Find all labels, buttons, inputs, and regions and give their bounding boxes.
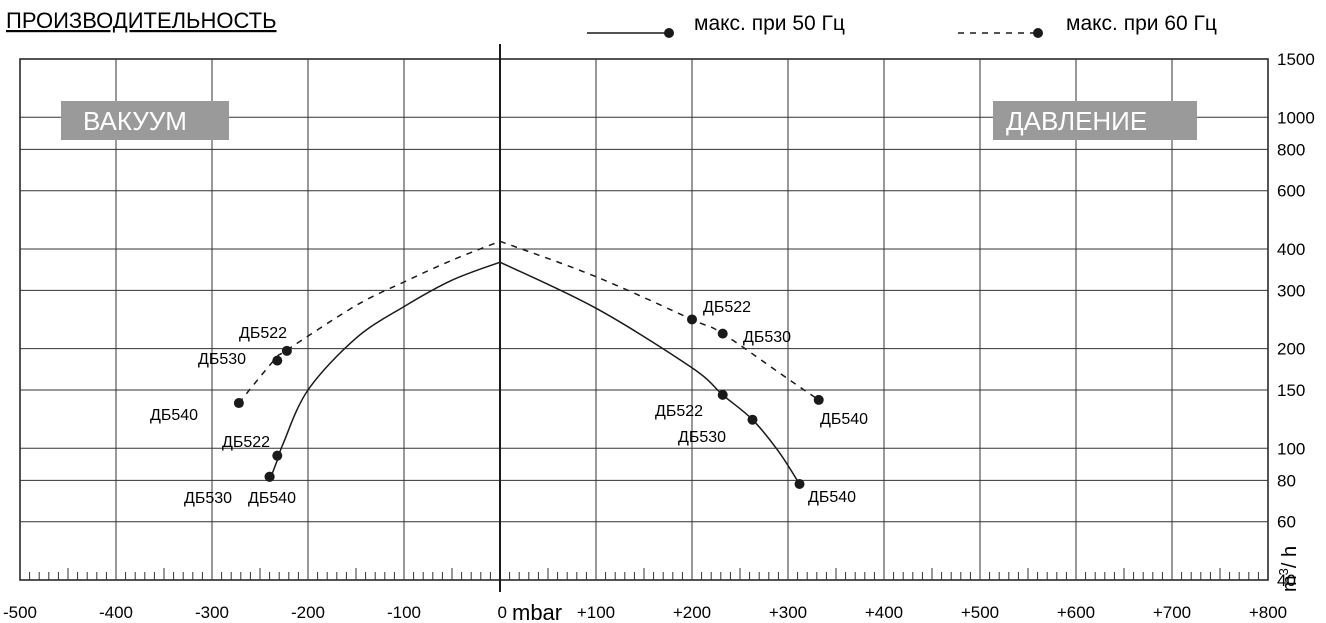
series-0-vacuum-curve [268, 261, 501, 481]
x-tick-label: +100 [577, 603, 615, 622]
x-axis-unit: mbar [512, 600, 562, 623]
data-points: ДБ522 ДБ530 ДБ540 ДБ522 ДБ530 ДБ540 ДБ522 ДБ530… [150, 299, 868, 507]
data-point [281, 345, 292, 356]
data-point-label: ДБ530 [198, 351, 246, 368]
legend: макс. при 50 Гц макс. при 60 Гц [587, 12, 1217, 38]
y-axis-unit-rest: / h [1279, 546, 1301, 568]
data-point-label: ДБ530 [743, 329, 791, 346]
x-tick-label: -300 [195, 603, 229, 622]
y-axis-unit-sup: 3 [1276, 568, 1291, 575]
region-label-pressure-text: ДАВЛЕНИЕ [1006, 106, 1147, 136]
data-point-label: ДБ530 [184, 490, 232, 507]
y-tick-label: 400 [1277, 240, 1305, 259]
x-tick-labels: -500 -400 -300 -200 -100 0 +100 +200 +300 +400 +50… [3, 603, 1287, 622]
y-tick-labels: 40 60 80 100 150 200 300 400 600 800 1000 1500 [1277, 50, 1315, 590]
y-tick-label: 1500 [1277, 50, 1315, 69]
data-point-label: ДБ540 [820, 411, 868, 428]
data-point [794, 478, 805, 489]
data-point [233, 398, 244, 409]
data-point [747, 414, 758, 425]
region-label-pressure-bg [993, 101, 1197, 140]
region-label-vacuum-text: ВАКУУМ [83, 106, 187, 136]
x-tick-label: -100 [387, 603, 421, 622]
data-point-label: ДБ522 [703, 299, 751, 316]
x-tick-label: +300 [769, 603, 807, 622]
data-point [272, 355, 283, 366]
region-label-pressure: ДАВЛЕНИЕ [993, 101, 1197, 140]
y-tick-label: 60 [1277, 513, 1296, 532]
y-axis-unit: m3/ h [1276, 546, 1301, 592]
legend-marker-50hz [664, 28, 674, 38]
y-tick-label: 600 [1277, 182, 1305, 201]
data-point-label: ДБ540 [808, 489, 856, 506]
data-point [717, 328, 728, 339]
y-tick-label: 100 [1277, 439, 1305, 458]
legend-marker-60hz [1033, 28, 1043, 38]
curves [238, 240, 820, 485]
y-tick-label: 80 [1277, 471, 1296, 490]
y-tick-label: 40 [1277, 571, 1296, 590]
series-0-pressure-curve [499, 261, 801, 485]
y-tick-label: 800 [1277, 140, 1305, 159]
x-tick-label: -200 [291, 603, 325, 622]
data-point [272, 450, 283, 461]
grid [19, 44, 1269, 592]
y-tick-label: 1000 [1277, 108, 1315, 127]
minor-ticks [29, 568, 1259, 580]
legend-label-50hz: макс. при 50 Гц [694, 12, 845, 35]
x-tick-label: -500 [3, 603, 37, 622]
data-point [813, 394, 824, 405]
x-tick-label: 0 [498, 603, 507, 622]
x-tick-label: +500 [961, 603, 999, 622]
x-tick-label: -400 [99, 603, 133, 622]
y-tick-label: 200 [1277, 340, 1305, 359]
data-point-label: ДБ530 [678, 429, 726, 446]
series-1-vacuum-curve [238, 240, 501, 404]
y-axis-unit-base: m [1279, 575, 1301, 592]
data-point [717, 389, 728, 400]
x-tick-label: +800 [1249, 603, 1287, 622]
data-point-label: ДБ540 [248, 490, 296, 507]
region-label-vacuum: ВАКУУМ [61, 101, 229, 140]
data-point-label: ДБ522 [655, 403, 703, 420]
x-tick-label: +600 [1057, 603, 1095, 622]
x-tick-label: +700 [1153, 603, 1191, 622]
legend-label-60hz: макс. при 60 Гц [1066, 12, 1217, 35]
legend-item-50hz: макс. при 50 Гц [587, 12, 845, 38]
data-point-label: ДБ522 [239, 325, 287, 342]
y-tick-label: 150 [1277, 381, 1305, 400]
chart-title: ПРОИЗВОДИТЕЛЬНОСТЬ [6, 8, 277, 33]
legend-item-60hz: макс. при 60 Гц [958, 12, 1217, 38]
x-tick-label: +200 [673, 603, 711, 622]
x-tick-label: +400 [865, 603, 903, 622]
data-point-label: ДБ522 [222, 434, 270, 451]
region-label-vacuum-bg [61, 101, 229, 140]
data-point [264, 471, 275, 482]
data-point [687, 314, 697, 325]
y-tick-label: 300 [1277, 281, 1305, 300]
data-point-label: ДБ540 [150, 407, 198, 424]
series-1-pressure-curve [499, 240, 820, 401]
